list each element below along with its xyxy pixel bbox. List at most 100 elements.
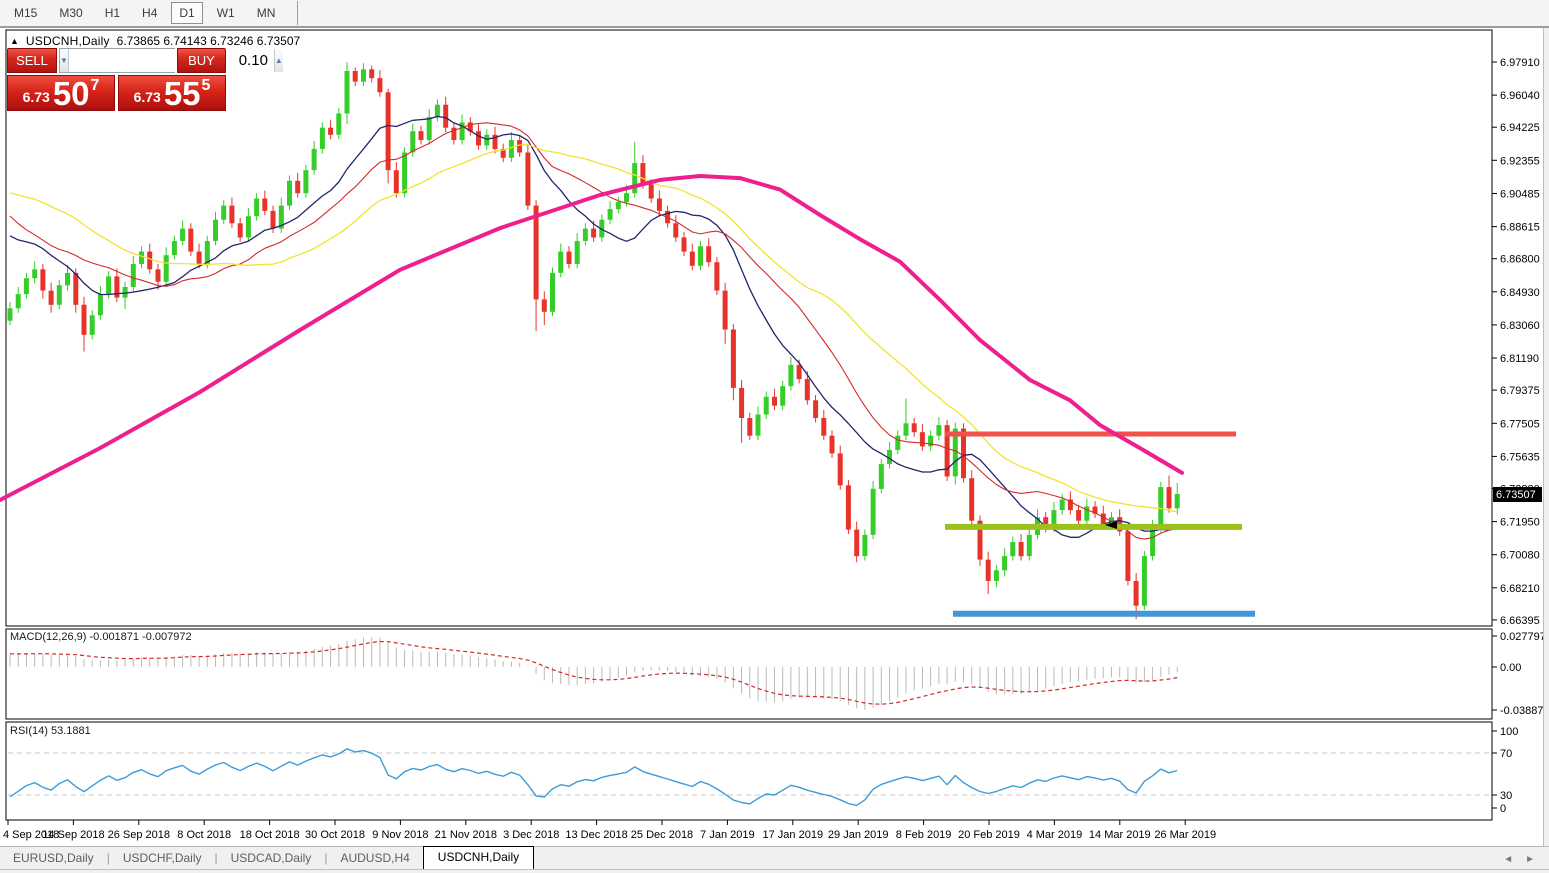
rsi-panel[interactable] — [5, 721, 1493, 821]
chart-ohlc-values: 6.73865 6.74143 6.73246 6.73507 — [116, 34, 301, 48]
svg-text:6.90485: 6.90485 — [1500, 189, 1540, 201]
chart-tab-bar: EURUSD,Daily | USDCHF,Daily | USDCAD,Daily | A… — [0, 846, 1549, 870]
right-edge-strip — [1543, 28, 1549, 873]
macd-indicator-label: MACD(12,26,9) -0.001871 -0.007972 — [10, 631, 192, 643]
rsi-axis-label: 30 — [1500, 790, 1512, 802]
timeframe-button-h4[interactable]: H4 — [142, 6, 158, 20]
macd-axis-label: -0.038875 — [1500, 705, 1549, 717]
svg-text:18 Oct 2018: 18 Oct 2018 — [240, 829, 300, 841]
tab-scroll-left-icon[interactable]: ◄ — [1503, 854, 1514, 865]
collapse-trade-panel-icon[interactable]: ▲ — [10, 36, 19, 46]
buy-price-button[interactable]: 6.73 55 5 — [118, 75, 226, 111]
tab-usdcad-daily[interactable]: USDCAD,Daily — [230, 851, 312, 865]
svg-text:6.77505: 6.77505 — [1500, 418, 1540, 430]
svg-text:6.96040: 6.96040 — [1500, 90, 1540, 102]
svg-text:4 Mar 2019: 4 Mar 2019 — [1027, 829, 1083, 841]
svg-text:6.94225: 6.94225 — [1500, 122, 1540, 134]
ma-long-magenta-line — [0, 174, 1184, 502]
one-click-trading-panel: SELL ▼ ▲ BUY 6.73 50 7 6.73 55 5 — [7, 48, 283, 111]
svg-text:6.86800: 6.86800 — [1500, 254, 1540, 266]
svg-text:13 Dec 2018: 13 Dec 2018 — [565, 829, 627, 841]
rsi-axis-label: 100 — [1500, 726, 1518, 738]
timeframe-button-m30[interactable]: M30 — [59, 6, 83, 20]
chevron-up-icon: ▲ — [274, 56, 283, 65]
tab-usdcnh-daily[interactable]: USDCNH,Daily — [422, 846, 535, 870]
timeframe-button-w1[interactable]: W1 — [216, 6, 235, 20]
svg-text:21 Nov 2018: 21 Nov 2018 — [435, 829, 497, 841]
buy-price-sup: 5 — [201, 77, 211, 94]
tab-separator: | — [214, 851, 218, 865]
svg-text:26 Mar 2019: 26 Mar 2019 — [1154, 829, 1216, 841]
svg-text:8 Feb 2019: 8 Feb 2019 — [896, 829, 952, 841]
volume-increase-button[interactable]: ▲ — [273, 49, 283, 72]
buy-price-prefix: 6.73 — [133, 89, 161, 105]
rsi-line — [9, 748, 1178, 807]
svg-text:6.92355: 6.92355 — [1500, 155, 1540, 167]
svg-text:14 Mar 2019: 14 Mar 2019 — [1089, 829, 1151, 841]
macd-signal-line — [9, 640, 1178, 705]
timeframe-button-m15[interactable]: M15 — [14, 6, 38, 20]
ma-slow-yellow-line — [9, 144, 1178, 513]
tab-separator: | — [324, 851, 328, 865]
svg-text:6.88615: 6.88615 — [1500, 222, 1540, 234]
sell-button[interactable]: SELL — [7, 48, 57, 73]
svg-text:29 Jan 2019: 29 Jan 2019 — [828, 829, 889, 841]
volume-input[interactable] — [68, 49, 274, 72]
rsi-axis-label: 0 — [1500, 803, 1506, 815]
svg-text:6.79375: 6.79375 — [1500, 385, 1540, 397]
macd-axis-label: 0.00 — [1500, 662, 1521, 674]
current-price-tag: 6.73507 — [1493, 487, 1542, 502]
svg-text:20 Feb 2019: 20 Feb 2019 — [958, 829, 1020, 841]
tab-scroll-buttons: ◄ ► — [1503, 854, 1535, 865]
svg-text:8 Oct 2018: 8 Oct 2018 — [177, 829, 231, 841]
ma-fast-navy-line — [9, 115, 1178, 538]
buy-button[interactable]: BUY — [177, 48, 226, 73]
rsi-indicator-label: RSI(14) 53.1881 — [10, 725, 91, 737]
svg-text:6.70080: 6.70080 — [1500, 550, 1540, 562]
main-chart-panel[interactable] — [5, 29, 1493, 627]
svg-text:6.75635: 6.75635 — [1500, 451, 1540, 463]
svg-text:6.71950: 6.71950 — [1500, 517, 1540, 529]
tab-separator: | — [106, 851, 110, 865]
macd-axis-label: 0.027797 — [1500, 631, 1546, 643]
svg-text:9 Nov 2018: 9 Nov 2018 — [372, 829, 428, 841]
buy-price-big: 55 — [163, 74, 201, 112]
status-strip — [0, 869, 1549, 873]
timeframe-button-h1[interactable]: H1 — [104, 6, 121, 20]
sell-price-button[interactable]: 6.73 50 7 — [7, 75, 115, 111]
price-axis: 6.97910 6.96040 6.94225 6.92355 6.90485 6.886… — [1492, 57, 1540, 627]
macd-panel[interactable] — [5, 628, 1493, 720]
svg-text:6.97910: 6.97910 — [1500, 57, 1540, 69]
svg-text:4 Sep 2018: 4 Sep 2018 — [3, 829, 59, 841]
svg-text:6.68210: 6.68210 — [1500, 583, 1540, 595]
svg-text:17 Jan 2019: 17 Jan 2019 — [763, 829, 824, 841]
rsi-value: 53.1881 — [50, 725, 91, 737]
svg-text:6.66395: 6.66395 — [1500, 615, 1540, 627]
candlestick-series — [7, 62, 1180, 619]
timeframe-button-d1[interactable]: D1 — [171, 2, 203, 24]
tab-audusd-h4[interactable]: AUDUSD,H4 — [340, 851, 410, 865]
svg-text:3 Dec 2018: 3 Dec 2018 — [503, 829, 559, 841]
tab-usdchf-daily[interactable]: USDCHF,Daily — [122, 851, 202, 865]
tab-eurusd-daily[interactable]: EURUSD,Daily — [13, 851, 94, 865]
tab-scroll-right-icon[interactable]: ► — [1525, 854, 1535, 865]
svg-text:6.81190: 6.81190 — [1500, 353, 1539, 365]
sell-price-prefix: 6.73 — [22, 89, 50, 105]
ma-mid-red-line — [9, 122, 1178, 540]
svg-text:14 Sep 2018: 14 Sep 2018 — [42, 829, 104, 841]
chart-symbol-label: USDCNH,Daily — [25, 34, 110, 48]
chart-title: ▲ USDCNH,Daily 6.73865 6.74143 6.73246 6… — [10, 34, 300, 48]
svg-text:25 Dec 2018: 25 Dec 2018 — [631, 829, 693, 841]
svg-text:26 Sep 2018: 26 Sep 2018 — [108, 829, 170, 841]
volume-decrease-button[interactable]: ▼ — [60, 49, 69, 72]
chevron-down-icon: ▼ — [60, 56, 68, 65]
rsi-axis-label: 70 — [1500, 748, 1512, 760]
macd-signal-value: -0.007972 — [142, 631, 192, 643]
sell-price-big: 50 — [52, 74, 90, 112]
svg-text:30 Oct 2018: 30 Oct 2018 — [305, 829, 365, 841]
timeframe-toolbar: M15 M30 H1 H4 D1 W1 MN — [0, 0, 1549, 28]
timeframe-button-mn[interactable]: MN — [256, 6, 276, 20]
left-arrow-marker[interactable] — [1105, 521, 1117, 529]
